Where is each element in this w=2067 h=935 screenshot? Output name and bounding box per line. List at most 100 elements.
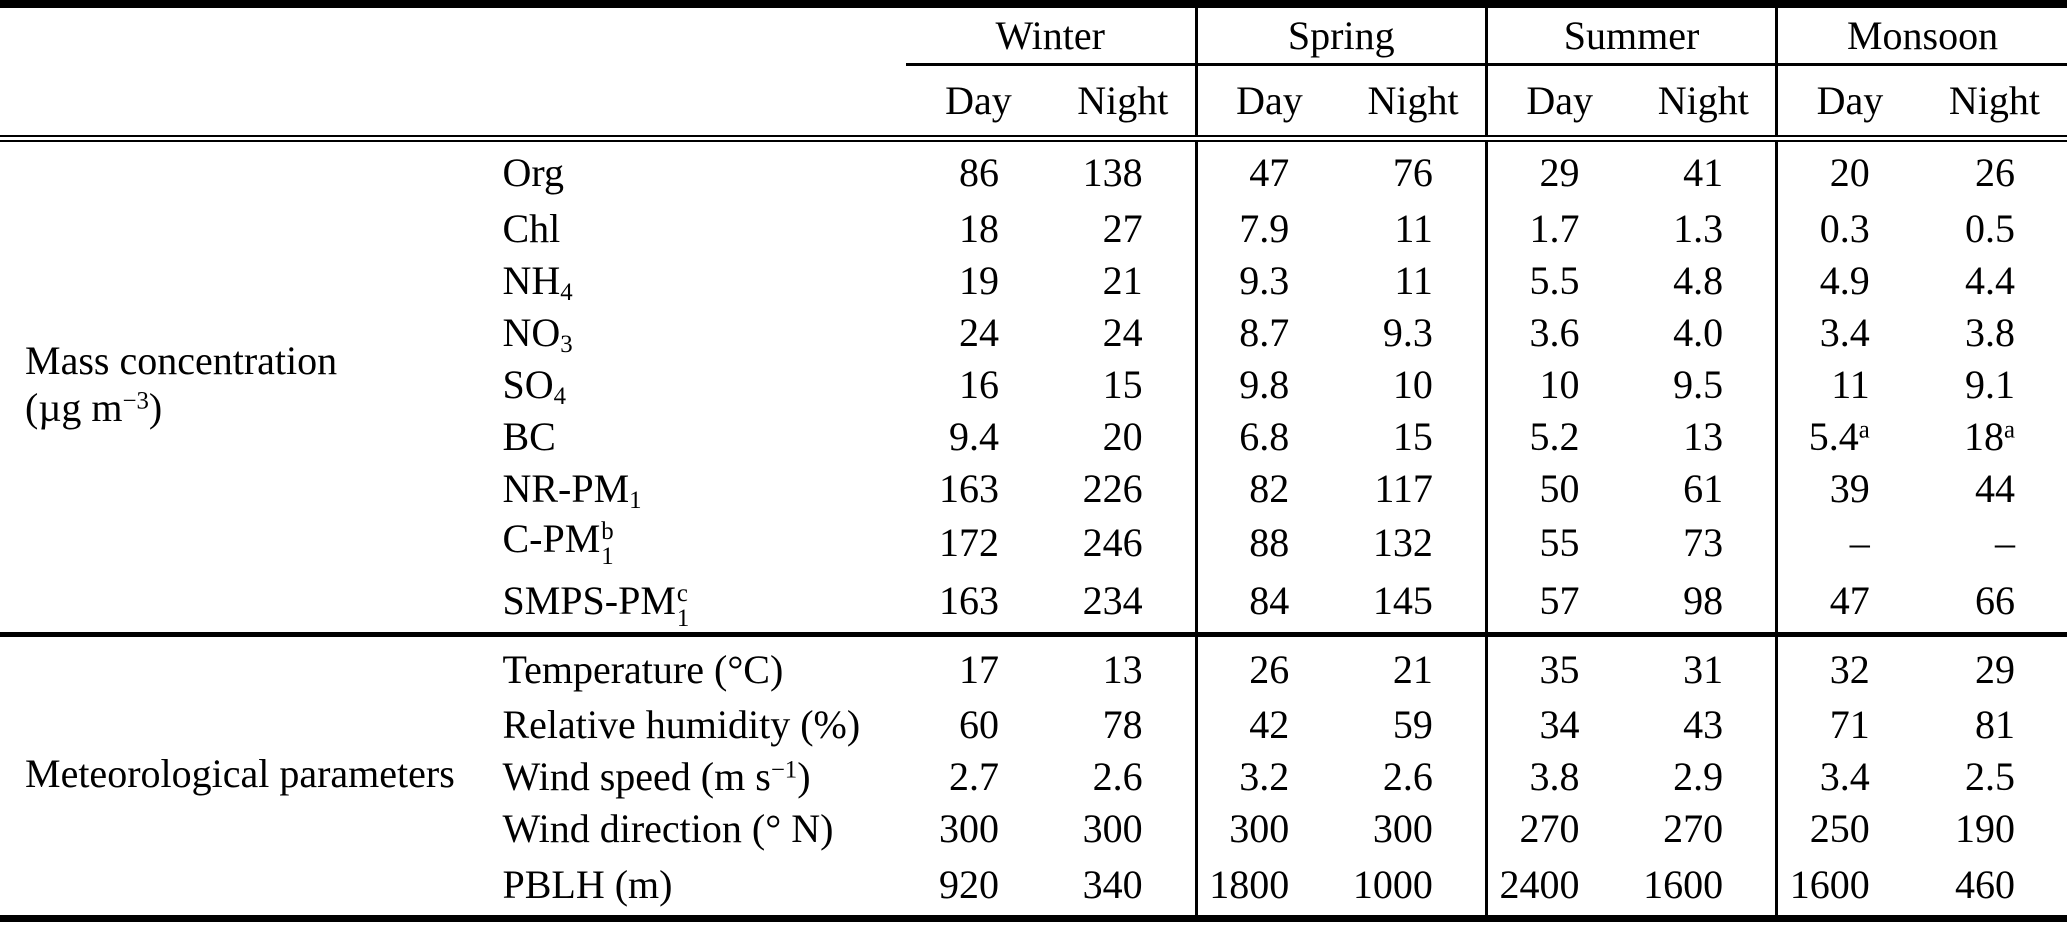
data-cell-nh4-5: 4.8 — [1673, 257, 1724, 303]
data-cell-no3-2: 8.7 — [1194, 306, 1342, 358]
data-cell-c-pm1-0: 172 — [938, 519, 999, 565]
data-cell-temperature-3: 21 — [1392, 646, 1433, 692]
data-cell-nr-pm1-6: 39 — [1775, 462, 1922, 514]
data-cell-nh4-0: 19 — [958, 257, 999, 303]
row-label-c-pm1: C-PM b 1 — [502, 516, 614, 571]
data-cell-chl-6: 0.3 — [1775, 202, 1922, 254]
data-cell-so4-1: 15 — [1102, 361, 1143, 407]
data-cell-c-pm1-6: – — [1775, 514, 1922, 571]
row-label-org: Org — [502, 150, 564, 195]
data-cell-smps-pm1-7: 66 — [1975, 577, 2015, 623]
data-cell-wind-direction-6: 250 — [1775, 802, 1922, 855]
data-cell-wind-direction-4: 270 — [1484, 802, 1632, 855]
table-row-no3: NO3 24 24 8.7 9.3 3.6 4.0 3.4 3.8 — [0, 306, 2067, 358]
data-cell-pblh-7: 460 — [1955, 861, 2015, 907]
data-cell-no3-3: 9.3 — [1382, 309, 1433, 355]
data-cell-temperature-5: 31 — [1683, 646, 1724, 692]
row-label-wind-direction: Wind direction (° N) — [502, 806, 834, 852]
data-cell-chl-4: 1.7 — [1484, 202, 1632, 254]
data-cell-chl-3: 11 — [1394, 205, 1433, 251]
data-cell-chl-2: 7.9 — [1194, 202, 1342, 254]
data-cell-pblh-6: 1600 — [1775, 854, 1922, 919]
data-cell-so4-4: 10 — [1484, 358, 1632, 410]
table-row-wind-direction: Wind direction (° N) 300 300 300 300 270 270 25… — [0, 802, 2067, 855]
data-cell-smps-pm1-6: 47 — [1775, 570, 1922, 635]
data-cell-c-pm1-1: 246 — [1082, 519, 1143, 565]
row-label-bc: BC — [502, 413, 556, 459]
row-label-nr-pm1: NR-PM1 — [502, 465, 642, 514]
data-cell-wind-speed-4: 3.8 — [1484, 750, 1632, 803]
data-cell-org-4: 29 — [1484, 138, 1632, 202]
data-cell-wind-direction-0: 300 — [938, 806, 999, 852]
subheader-winter-night: Night — [1050, 64, 1197, 142]
data-cell-bc-6: 5.4a — [1775, 410, 1922, 462]
section-mass-concentration: Mass concentration (µg m−3) Org 86 138 47 76 29… — [0, 138, 2067, 635]
table-row-temperature: Meteorological parameters Temperature (°C… — [0, 634, 2067, 796]
table-header: Winter Spring Summer Monsoon Day Night D… — [0, 4, 2067, 142]
header-spacer — [0, 4, 906, 64]
data-cell-org-0: 86 — [958, 150, 999, 195]
table-row-smps-pm1: SMPS-PM c 1 163 234 84 145 57 98 47 66 — [0, 570, 2067, 635]
data-cell-nr-pm1-5: 61 — [1683, 465, 1724, 511]
row-label-smps-pm1: SMPS-PM c 1 — [502, 577, 690, 633]
subheader-spring-night: Night — [1341, 64, 1487, 142]
data-cell-smps-pm1-0: 163 — [938, 577, 999, 623]
season-header-summer: Summer — [1484, 4, 1777, 66]
data-cell-org-6: 20 — [1775, 138, 1922, 202]
data-cell-temperature-6: 32 — [1775, 634, 1922, 699]
data-cell-org-2: 47 — [1194, 138, 1342, 202]
data-cell-wind-direction-1: 300 — [1082, 806, 1143, 852]
data-cell-relative-humidity-7: 81 — [1975, 702, 2015, 748]
table-row-bc: BC 9.4 20 6.8 15 5.2 13 5.4a 18a — [0, 410, 2067, 462]
row-label-no3: NO3 — [502, 309, 573, 358]
data-cell-relative-humidity-1: 78 — [1102, 702, 1143, 748]
data-cell-temperature-7: 29 — [1975, 646, 2015, 692]
data-cell-so4-3: 10 — [1392, 361, 1433, 407]
table-row-c-pm1: C-PM b 1 172 246 88 132 55 73 – – — [0, 514, 2067, 571]
data-cell-org-5: 41 — [1683, 150, 1724, 195]
data-cell-org-7: 26 — [1975, 150, 2015, 195]
data-cell-smps-pm1-3: 145 — [1372, 577, 1433, 623]
data-cell-relative-humidity-4: 34 — [1484, 698, 1632, 751]
data-cell-temperature-2: 26 — [1194, 634, 1342, 699]
data-cell-wind-speed-0: 2.7 — [948, 754, 999, 800]
row-label-temperature: Temperature (°C) — [502, 646, 784, 692]
table-row-relative-humidity: Relative humidity (%) 60 78 42 59 34 43 71 81 — [0, 698, 2067, 751]
data-cell-no3-0: 24 — [958, 309, 999, 355]
data-cell-no3-1: 24 — [1102, 309, 1143, 355]
subheader-summer-day: Day — [1484, 64, 1632, 142]
table-row-nr-pm1: NR-PM1 163 226 82 117 50 61 39 44 — [0, 462, 2067, 514]
data-cell-nh4-6: 4.9 — [1775, 254, 1922, 306]
data-cell-nr-pm1-0: 163 — [938, 465, 999, 511]
data-cell-smps-pm1-2: 84 — [1194, 570, 1342, 635]
data-cell-wind-speed-1: 2.6 — [1092, 754, 1143, 800]
data-cell-no3-4: 3.6 — [1484, 306, 1632, 358]
data-cell-nh4-3: 11 — [1394, 257, 1433, 303]
data-cell-temperature-4: 35 — [1484, 634, 1632, 699]
data-cell-bc-4: 5.2 — [1484, 410, 1632, 462]
data-cell-pblh-1: 340 — [1082, 861, 1143, 907]
data-cell-wind-speed-3: 2.6 — [1382, 754, 1433, 800]
data-cell-c-pm1-2: 88 — [1194, 514, 1342, 571]
data-cell-wind-speed-6: 3.4 — [1775, 750, 1922, 803]
data-cell-wind-direction-2: 300 — [1194, 802, 1342, 855]
season-header-spring: Spring — [1194, 4, 1487, 66]
data-cell-no3-5: 4.0 — [1673, 309, 1724, 355]
data-cell-nh4-7: 4.4 — [1965, 257, 2015, 303]
data-cell-so4-6: 11 — [1775, 358, 1922, 410]
header-spacer — [0, 64, 906, 142]
data-cell-wind-speed-2: 3.2 — [1194, 750, 1342, 803]
data-cell-relative-humidity-5: 43 — [1683, 702, 1724, 748]
data-cell-smps-pm1-4: 57 — [1484, 570, 1632, 635]
data-cell-nr-pm1-2: 82 — [1194, 462, 1342, 514]
data-cell-bc-0: 9.4 — [948, 413, 999, 459]
data-cell-c-pm1-5: 73 — [1683, 519, 1724, 565]
data-cell-temperature-1: 13 — [1102, 646, 1143, 692]
data-cell-org-3: 76 — [1392, 150, 1433, 195]
data-cell-pblh-4: 2400 — [1484, 854, 1632, 919]
data-cell-wind-direction-3: 300 — [1372, 806, 1433, 852]
data-cell-nh4-4: 5.5 — [1484, 254, 1632, 306]
table-row-so4: SO4 16 15 9.8 10 10 9.5 11 9.1 — [0, 358, 2067, 410]
subheader-spring-day: Day — [1194, 64, 1342, 142]
data-cell-chl-1: 27 — [1102, 205, 1143, 251]
